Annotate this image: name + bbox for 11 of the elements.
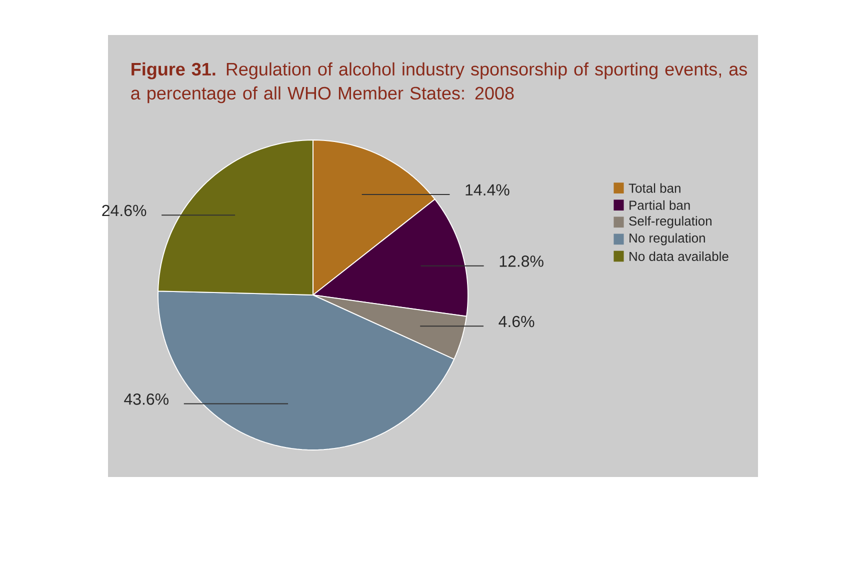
legend-label: Partial ban	[630, 200, 690, 210]
legend-label: Self-regulation	[629, 216, 712, 228]
legend-label: No regulation	[630, 233, 705, 246]
data-label: 14.4%	[466, 184, 510, 196]
legend-label: Total ban	[628, 183, 680, 193]
legend-label: No data available	[630, 251, 728, 262]
data-label: 24.6%	[102, 204, 146, 216]
data-label: 43.6%	[124, 393, 168, 405]
data-label: 12.8%	[500, 256, 544, 267]
chart-title: Figure 31. Regulation of alcohol industry sponsorship of sporting events, as a percentage of all WHO Member States: 2008	[131, 62, 747, 104]
data-label: 4.6%	[498, 316, 534, 328]
